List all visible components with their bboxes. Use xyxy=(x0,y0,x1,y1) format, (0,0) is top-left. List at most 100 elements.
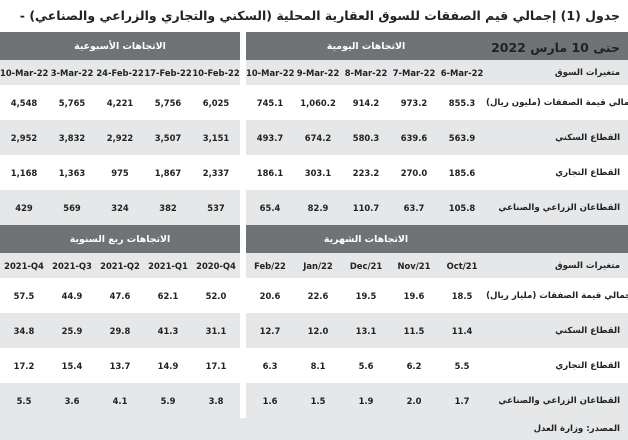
source-note: المصدر: وزارة العدل xyxy=(0,418,628,440)
top-header-row: 10-Mar-22 3-Mar-22 24-Feb-22 17-Feb-22 1… xyxy=(0,60,628,85)
cell: 6.2 xyxy=(390,348,438,383)
row-label: القطاع التجاري xyxy=(486,155,628,190)
cell: 2,922 xyxy=(96,120,144,155)
cell: 5.6 xyxy=(342,348,390,383)
cell: 1.7 xyxy=(438,383,487,418)
bottom-table: الاتجاهات ربع السنوية الاتجاهات الشهرية … xyxy=(0,225,628,418)
row-label: إجمالي قيمة الصفقات (مليار ريال) xyxy=(486,278,628,313)
cell: 975 xyxy=(96,155,144,190)
row-label: القطاع السكني xyxy=(486,120,628,155)
cell: 303.1 xyxy=(294,155,343,190)
band-weekly: الاتجاهات الأسبوعية xyxy=(0,32,241,60)
top-table: الاتجاهات الأسبوعية الاتجاهات اليومية 10… xyxy=(0,32,628,225)
month-label: Jan/22 xyxy=(294,253,342,278)
cell: 1.9 xyxy=(342,383,390,418)
cell: 25.9 xyxy=(48,313,96,348)
quarter-label: 2021-Q2 xyxy=(96,253,144,278)
table-row: 57.5 44.9 47.6 62.1 52.0 20.6 22.6 19.5 … xyxy=(0,278,628,313)
cell: 6.3 xyxy=(246,348,294,383)
cell: 34.8 xyxy=(0,313,48,348)
cell: 20.6 xyxy=(246,278,294,313)
cell: 44.9 xyxy=(48,278,96,313)
daily-date: 9-Mar-22 xyxy=(294,60,343,85)
band-monthly: الاتجاهات الشهرية xyxy=(246,225,487,253)
cell: 493.7 xyxy=(246,120,295,155)
cell: 52.0 xyxy=(192,278,240,313)
cell: 4,548 xyxy=(0,85,48,120)
cell: 563.9 xyxy=(438,120,487,155)
cell: 1,168 xyxy=(0,155,48,190)
daily-date: 7-Mar-22 xyxy=(390,60,439,85)
cell: 5,765 xyxy=(48,85,96,120)
cell: 914.2 xyxy=(342,85,391,120)
table-row: 2,952 3,832 2,922 3,507 3,151 493.7 674.… xyxy=(0,120,628,155)
weekly-date: 3-Mar-22 xyxy=(48,60,96,85)
cell: 223.2 xyxy=(342,155,391,190)
table-row: 4,548 5,765 4,221 5,756 6,025 745.1 1,06… xyxy=(0,85,628,120)
cell: 110.7 xyxy=(342,190,391,225)
cell: 63.7 xyxy=(390,190,439,225)
cell: 6,025 xyxy=(192,85,241,120)
cell: 580.3 xyxy=(342,120,391,155)
cell: 17.2 xyxy=(0,348,48,383)
row-label: القطاعان الزراعي والصناعي xyxy=(486,190,628,225)
cell: 17.1 xyxy=(192,348,240,383)
cell: 1,867 xyxy=(144,155,192,190)
month-label: Oct/21 xyxy=(438,253,487,278)
month-label: Dec/21 xyxy=(342,253,390,278)
month-label: Nov/21 xyxy=(390,253,438,278)
table-row: 5.5 3.6 4.1 5.9 3.8 1.6 1.5 1.9 2.0 1.7 … xyxy=(0,383,628,418)
cell: 31.1 xyxy=(192,313,240,348)
header-label: متغيرات السوق xyxy=(486,253,628,278)
cell: 1.5 xyxy=(294,383,342,418)
cell: 1,060.2 xyxy=(294,85,343,120)
cell: 537 xyxy=(192,190,241,225)
row-label: القطاع السكني xyxy=(486,313,628,348)
cell: 5.5 xyxy=(0,383,48,418)
cell: 3.6 xyxy=(48,383,96,418)
cell: 65.4 xyxy=(246,190,295,225)
cell: 3,832 xyxy=(48,120,96,155)
cell: 2,952 xyxy=(0,120,48,155)
quarter-label: 2021-Q3 xyxy=(48,253,96,278)
cell: 2.0 xyxy=(390,383,438,418)
cell: 4,221 xyxy=(96,85,144,120)
cell: 5.9 xyxy=(144,383,192,418)
cell: 57.5 xyxy=(0,278,48,313)
cell: 19.6 xyxy=(390,278,438,313)
band-quarterly: الاتجاهات ربع السنوية xyxy=(0,225,240,253)
row-label: القطاع التجاري xyxy=(486,348,628,383)
weekly-date: 10-Feb-22 xyxy=(192,60,241,85)
top-band-row: الاتجاهات الأسبوعية الاتجاهات اليومية xyxy=(0,32,628,60)
cell: 14.9 xyxy=(144,348,192,383)
weekly-date: 17-Feb-22 xyxy=(144,60,192,85)
daily-date: 6-Mar-22 xyxy=(438,60,487,85)
row-label: القطاعان الزراعي والصناعي xyxy=(486,383,628,418)
quarter-label: 2020-Q4 xyxy=(192,253,240,278)
table-row: 34.8 25.9 29.8 41.3 31.1 12.7 12.0 13.1 … xyxy=(0,313,628,348)
cell: 82.9 xyxy=(294,190,343,225)
cell: 13.1 xyxy=(342,313,390,348)
cell: 270.0 xyxy=(390,155,439,190)
cell: 22.6 xyxy=(294,278,342,313)
cell: 429 xyxy=(0,190,48,225)
cell: 745.1 xyxy=(246,85,295,120)
table-row: 1,168 1,363 975 1,867 2,337 186.1 303.1 … xyxy=(0,155,628,190)
bottom-band-row: الاتجاهات ربع السنوية الاتجاهات الشهرية xyxy=(0,225,628,253)
cell: 13.7 xyxy=(96,348,144,383)
cell: 12.7 xyxy=(246,313,294,348)
cell: 5.5 xyxy=(438,348,487,383)
cell: 18.5 xyxy=(438,278,487,313)
cell: 3,507 xyxy=(144,120,192,155)
cell: 382 xyxy=(144,190,192,225)
header-label: متغيرات السوق xyxy=(486,60,628,85)
weekly-date: 24-Feb-22 xyxy=(96,60,144,85)
cell: 11.4 xyxy=(438,313,487,348)
cell: 11.5 xyxy=(390,313,438,348)
cell: 639.6 xyxy=(390,120,439,155)
table-title: جدول (1) إجمالي قيم الصفقات للسوق العقار… xyxy=(0,0,628,55)
cell: 47.6 xyxy=(96,278,144,313)
cell: 973.2 xyxy=(390,85,439,120)
cell: 5,756 xyxy=(144,85,192,120)
